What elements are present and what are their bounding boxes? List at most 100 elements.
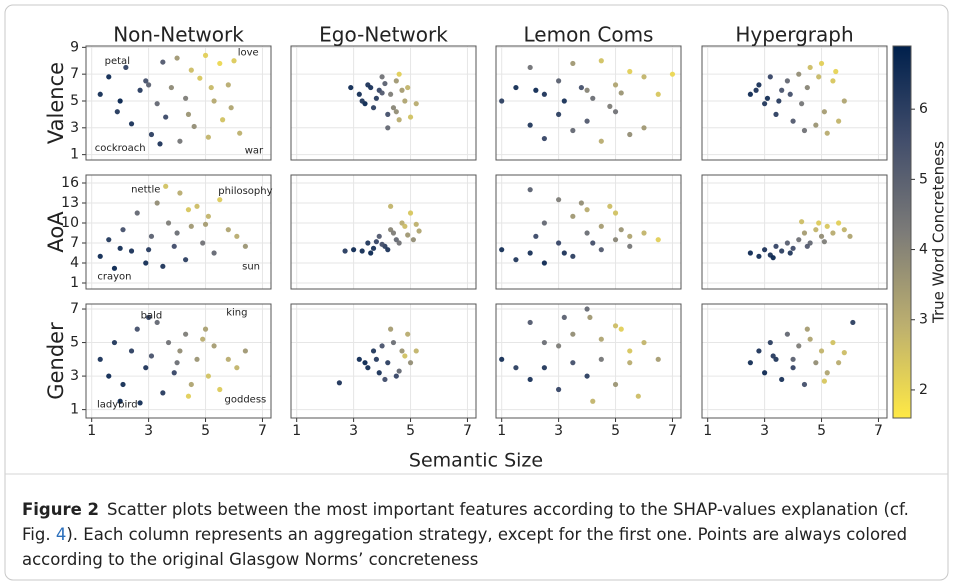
y-tick-label: 7 (70, 235, 79, 251)
y-tick-label: 13 (61, 195, 79, 211)
point (762, 247, 768, 253)
point (396, 117, 402, 123)
point (598, 138, 604, 144)
annotation: petal (105, 56, 130, 67)
plot-area (290, 45, 477, 161)
point (584, 306, 590, 312)
caption-text: ). Each column represents an aggregation… (22, 525, 908, 569)
point (499, 356, 505, 362)
point (342, 248, 348, 254)
annotation: goddess (225, 395, 267, 406)
annotation: nettle (131, 185, 160, 196)
point (830, 78, 836, 84)
point (157, 141, 163, 147)
point (527, 376, 533, 383)
point (607, 203, 613, 209)
point (388, 326, 394, 332)
point (388, 203, 394, 209)
y-tick-label: 1 (70, 147, 79, 163)
caption: Figure 2 Scatter plots between the most i… (22, 497, 937, 572)
point (188, 381, 194, 388)
point (590, 398, 596, 404)
point (376, 370, 382, 376)
plot-area (701, 174, 888, 290)
point (188, 67, 194, 73)
point (106, 373, 112, 379)
x-tick-label: 3 (554, 423, 563, 439)
point (402, 98, 408, 104)
point (561, 98, 567, 104)
annotation: war (245, 146, 264, 157)
panel-title: Lemon Coms (524, 23, 654, 47)
point (818, 233, 825, 239)
point (527, 187, 533, 193)
point (174, 360, 180, 366)
point (117, 398, 123, 404)
point (373, 95, 379, 101)
point (154, 319, 160, 326)
x-tick-label: 7 (463, 423, 472, 439)
point (612, 381, 619, 388)
point (779, 376, 785, 383)
point (847, 233, 853, 239)
y-axis-label: AoA (44, 211, 68, 253)
point (598, 58, 604, 64)
point (388, 91, 394, 97)
annotation: ladybird (97, 400, 138, 411)
point (416, 228, 422, 234)
point (174, 55, 180, 61)
point (365, 240, 371, 246)
point (146, 247, 152, 253)
point (185, 393, 192, 399)
y-tick-label: 5 (70, 93, 79, 109)
point (813, 360, 819, 366)
point (756, 82, 762, 88)
point (804, 84, 810, 91)
point (396, 368, 402, 374)
point (641, 74, 647, 80)
point (796, 71, 802, 77)
point (807, 64, 813, 71)
point (541, 135, 547, 142)
point (154, 101, 160, 107)
point (351, 247, 357, 253)
point (370, 105, 377, 111)
point (117, 98, 123, 104)
point (362, 360, 368, 366)
point (143, 260, 149, 266)
y-tick-label: 16 (61, 175, 79, 191)
point (373, 239, 379, 245)
point (784, 240, 790, 246)
plot-area (701, 303, 888, 419)
point (570, 127, 576, 134)
point (790, 356, 796, 362)
y-tick-label: 4 (70, 255, 79, 271)
plot-area (85, 174, 272, 290)
point (584, 207, 590, 213)
point (402, 223, 408, 229)
point (627, 233, 633, 239)
point (234, 365, 240, 371)
x-tick-label: 5 (817, 423, 826, 439)
point (117, 245, 123, 251)
point (242, 348, 248, 354)
annotation: philosophy (218, 186, 272, 197)
point (217, 386, 223, 393)
colorbar (892, 45, 912, 419)
point (111, 339, 118, 346)
point (237, 130, 243, 136)
point (641, 230, 647, 236)
point (836, 360, 842, 366)
point (821, 378, 827, 384)
point (205, 373, 211, 379)
point (405, 84, 411, 91)
caption-link[interactable]: 4 (55, 525, 67, 544)
point (356, 356, 362, 362)
x-tick-label: 5 (611, 423, 620, 439)
x-tick-label: 7 (668, 423, 677, 439)
point (799, 101, 805, 107)
point (607, 103, 613, 109)
x-tick-label: 1 (87, 423, 96, 439)
x-tick-label: 1 (292, 423, 301, 439)
point (513, 365, 519, 371)
